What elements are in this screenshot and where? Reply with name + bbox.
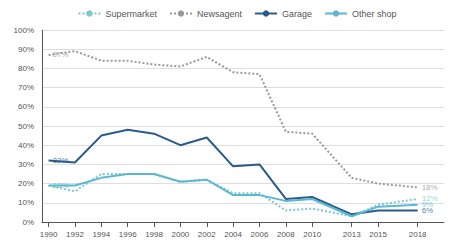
svg-text:1994: 1994 (92, 230, 110, 239)
svg-text:12%: 12% (421, 194, 438, 204)
svg-text:9%: 9% (421, 200, 434, 210)
svg-text:18%: 18% (422, 183, 438, 192)
svg-text:10%: 10% (18, 198, 34, 207)
svg-text:30%: 30% (18, 160, 34, 169)
svg-text:100%: 100% (14, 26, 34, 35)
svg-text:1998: 1998 (145, 230, 163, 239)
svg-text:80%: 80% (18, 64, 34, 73)
svg-text:2004: 2004 (224, 230, 242, 239)
svg-text:70%: 70% (18, 83, 34, 92)
svg-text:20%: 20% (18, 179, 34, 188)
svg-text:Other shop: Other shop (352, 9, 397, 19)
svg-text:90%: 90% (18, 45, 34, 54)
svg-text:2015: 2015 (369, 230, 387, 239)
svg-text:19%: 19% (53, 181, 69, 190)
svg-text:1996: 1996 (119, 230, 137, 239)
svg-text:1992: 1992 (66, 230, 84, 239)
svg-text:50%: 50% (18, 122, 34, 131)
svg-text:2000: 2000 (171, 230, 189, 239)
svg-text:Newsagent: Newsagent (197, 9, 243, 19)
svg-text:87%: 87% (53, 50, 69, 59)
svg-text:6%: 6% (422, 206, 434, 215)
svg-text:Garage: Garage (282, 9, 312, 19)
svg-text:2008: 2008 (277, 230, 295, 239)
svg-text:2002: 2002 (198, 230, 216, 239)
svg-text:2018: 2018 (409, 230, 427, 239)
svg-text:40%: 40% (18, 141, 34, 150)
svg-text:0%: 0% (22, 218, 34, 227)
svg-text:Supermarket: Supermarket (105, 9, 157, 19)
svg-text:1990: 1990 (40, 230, 58, 239)
svg-text:60%: 60% (18, 102, 34, 111)
svg-text:2010: 2010 (303, 230, 321, 239)
svg-text:32%: 32% (53, 156, 69, 165)
svg-text:2006: 2006 (251, 230, 269, 239)
svg-text:2013: 2013 (343, 230, 361, 239)
